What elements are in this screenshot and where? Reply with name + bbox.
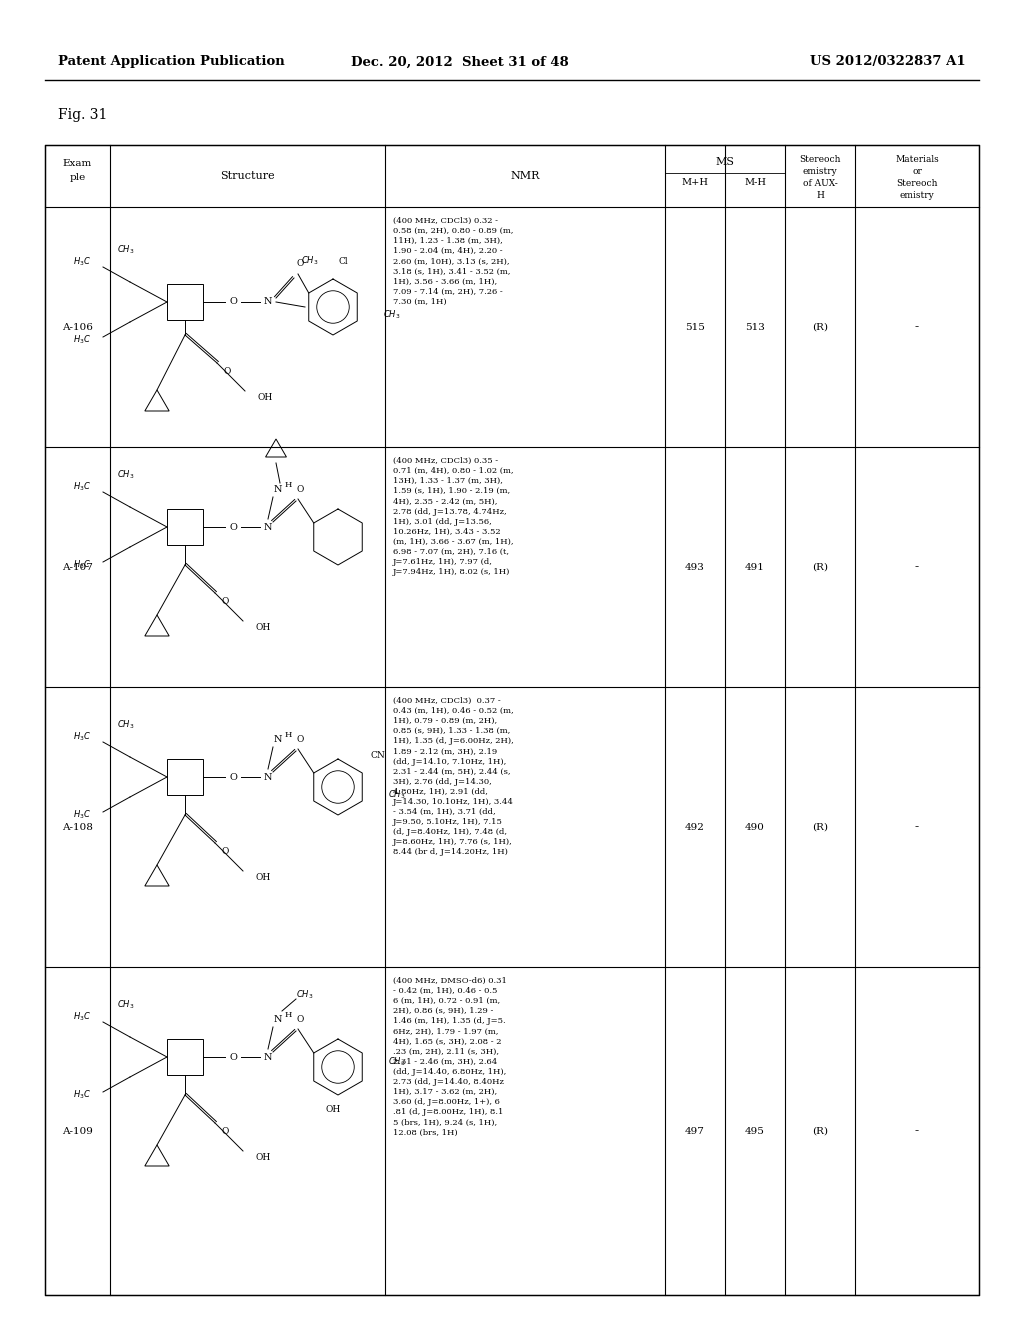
Text: -: -: [914, 321, 920, 334]
Text: N: N: [264, 772, 272, 781]
Bar: [167, 284, 203, 319]
Text: H: H: [285, 1011, 292, 1019]
Text: (400 MHz, CDCl3) 0.32 -
0.58 (m, 2H), 0.80 - 0.89 (m,
11H), 1.23 - 1.38 (m, 3H),: (400 MHz, CDCl3) 0.32 - 0.58 (m, 2H), 0.…: [393, 216, 513, 306]
Text: O: O: [221, 597, 228, 606]
Text: $CH_3$: $CH_3$: [296, 989, 313, 1002]
Text: A-108: A-108: [62, 822, 93, 832]
Text: O: O: [221, 1126, 228, 1135]
Text: -: -: [914, 561, 920, 573]
Text: -: -: [914, 821, 920, 833]
Text: H: H: [285, 480, 292, 488]
Text: 497: 497: [685, 1126, 705, 1135]
Text: N: N: [264, 1052, 272, 1061]
Text: $H_3C$: $H_3C$: [73, 1089, 91, 1101]
Bar: [167, 1039, 203, 1074]
Text: Dec. 20, 2012  Sheet 31 of 48: Dec. 20, 2012 Sheet 31 of 48: [351, 55, 569, 69]
Text: OH: OH: [326, 1105, 341, 1114]
Text: $CH_3$: $CH_3$: [117, 719, 134, 731]
Text: 493: 493: [685, 562, 705, 572]
Text: $H_3C$: $H_3C$: [73, 256, 91, 268]
Text: O: O: [296, 734, 304, 743]
Text: OH: OH: [255, 873, 270, 882]
Text: A-109: A-109: [62, 1126, 93, 1135]
Text: O: O: [229, 1052, 237, 1061]
Text: O: O: [296, 484, 304, 494]
Text: $H_3C$: $H_3C$: [73, 558, 91, 572]
Text: 495: 495: [745, 1126, 765, 1135]
Text: M-H: M-H: [744, 178, 766, 187]
Text: M+H: M+H: [682, 178, 709, 187]
Text: (400 MHz, DMSO-d6) 0.31
- 0.42 (m, 1H), 0.46 - 0.5
6 (m, 1H), 0.72 - 0.91 (m,
2H: (400 MHz, DMSO-d6) 0.31 - 0.42 (m, 1H), …: [393, 977, 507, 1137]
Text: O: O: [229, 297, 237, 306]
Text: Structure: Structure: [220, 172, 274, 181]
Text: Stereoch: Stereoch: [896, 180, 938, 187]
Text: 492: 492: [685, 822, 705, 832]
Text: O: O: [229, 523, 237, 532]
Text: $H_3C$: $H_3C$: [73, 480, 91, 494]
Text: $H_3C$: $H_3C$: [73, 334, 91, 346]
Text: 513: 513: [745, 322, 765, 331]
Text: N: N: [264, 523, 272, 532]
Text: O: O: [229, 772, 237, 781]
Text: O: O: [296, 260, 304, 268]
Bar: [167, 759, 203, 795]
Text: US 2012/0322837 A1: US 2012/0322837 A1: [810, 55, 966, 69]
Text: $CH_3$: $CH_3$: [117, 469, 134, 482]
Text: Stereoch: Stereoch: [800, 154, 841, 164]
Text: $CH_3$: $CH_3$: [388, 1056, 406, 1068]
Text: 491: 491: [745, 562, 765, 572]
Text: OH: OH: [255, 623, 270, 631]
Text: $CH_3$: $CH_3$: [383, 309, 400, 321]
Bar: [167, 510, 203, 545]
Text: -: -: [914, 1125, 920, 1138]
Text: N: N: [273, 1015, 283, 1023]
Text: 515: 515: [685, 322, 705, 331]
Text: (R): (R): [812, 1126, 828, 1135]
Text: MS: MS: [716, 157, 734, 168]
Text: N: N: [273, 484, 283, 494]
Text: (R): (R): [812, 562, 828, 572]
Text: $CH_3$: $CH_3$: [117, 999, 134, 1011]
Text: Fig. 31: Fig. 31: [58, 108, 108, 121]
Text: 490: 490: [745, 822, 765, 832]
Text: CN: CN: [371, 751, 385, 760]
Text: Patent Application Publication: Patent Application Publication: [58, 55, 285, 69]
Text: $H_3C$: $H_3C$: [73, 731, 91, 743]
Text: $H_3C$: $H_3C$: [73, 809, 91, 821]
Text: (400 MHz, CDCl3) 0.35 -
0.71 (m, 4H), 0.80 - 1.02 (m,
13H), 1.33 - 1.37 (m, 3H),: (400 MHz, CDCl3) 0.35 - 0.71 (m, 4H), 0.…: [393, 457, 513, 576]
Text: H: H: [285, 731, 292, 739]
Text: NMR: NMR: [510, 172, 540, 181]
Text: OH: OH: [257, 392, 272, 401]
Text: O: O: [223, 367, 230, 375]
Text: N: N: [264, 297, 272, 306]
Text: Cl: Cl: [338, 256, 348, 265]
Text: O: O: [221, 846, 228, 855]
Text: A-107: A-107: [62, 562, 93, 572]
Text: ple: ple: [70, 173, 86, 182]
Text: emistry: emistry: [900, 191, 934, 201]
Text: of AUX-: of AUX-: [803, 180, 838, 187]
Text: N: N: [273, 734, 283, 743]
Text: (R): (R): [812, 822, 828, 832]
Text: H: H: [816, 191, 824, 201]
Text: emistry: emistry: [803, 168, 838, 176]
Text: Materials: Materials: [895, 154, 939, 164]
Bar: [45, 145, 979, 1295]
Text: $CH_3$: $CH_3$: [300, 255, 318, 267]
Text: A-106: A-106: [62, 322, 93, 331]
Text: $H_3C$: $H_3C$: [73, 1011, 91, 1023]
Text: $CH_3$: $CH_3$: [388, 789, 406, 801]
Text: O: O: [296, 1015, 304, 1023]
Text: (R): (R): [812, 322, 828, 331]
Text: OH: OH: [255, 1152, 270, 1162]
Text: or: or: [912, 168, 922, 176]
Text: (400 MHz, CDCl3)  0.37 -
0.43 (m, 1H), 0.46 - 0.52 (m,
1H), 0.79 - 0.89 (m, 2H),: (400 MHz, CDCl3) 0.37 - 0.43 (m, 1H), 0.…: [393, 697, 514, 857]
Text: Exam: Exam: [62, 158, 92, 168]
Text: $CH_3$: $CH_3$: [117, 244, 134, 256]
